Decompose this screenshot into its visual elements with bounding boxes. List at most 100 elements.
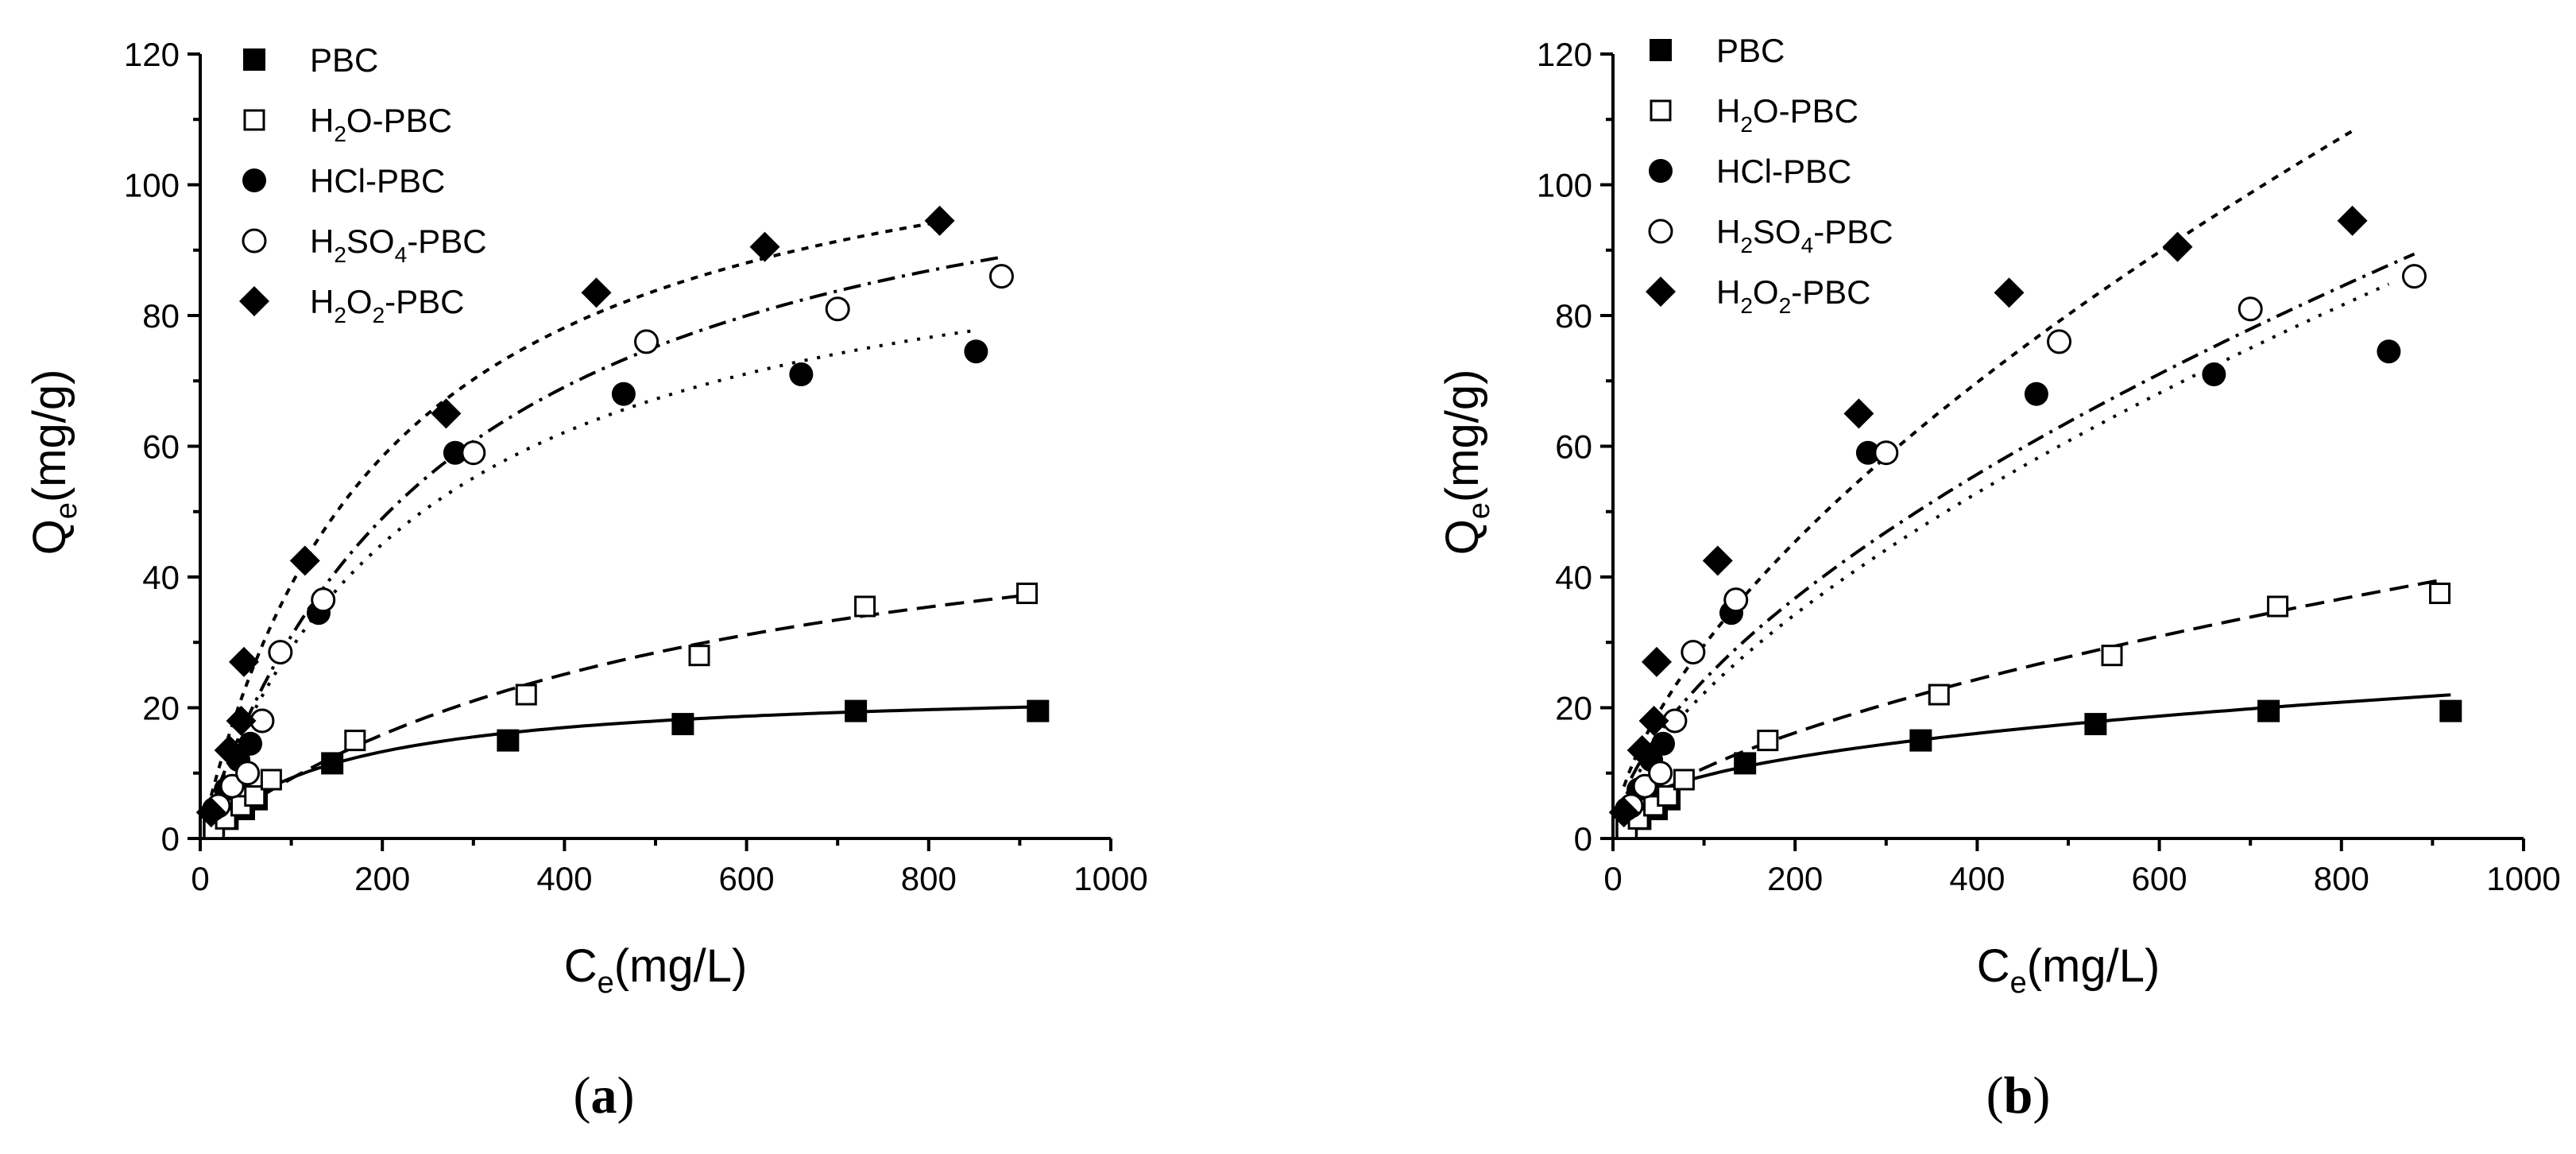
data-point-series-2 xyxy=(515,683,537,706)
y-tick-label: 0 xyxy=(1574,820,1592,858)
legend-marker-5 xyxy=(1646,277,1676,307)
y-tick-label: 0 xyxy=(161,820,180,858)
data-point-series-4 xyxy=(1632,773,1657,799)
legend-label-1: PBC xyxy=(310,41,378,79)
data-point-series-1 xyxy=(1027,699,1050,722)
data-point-series-4 xyxy=(235,761,261,786)
data-point-series-5 xyxy=(229,646,260,677)
y-axis-title: Qe(mg/g) xyxy=(24,370,83,556)
legend-label-1: PBC xyxy=(1716,32,1785,69)
data-point-series-4 xyxy=(988,264,1014,289)
data-point-series-5 xyxy=(1626,734,1657,765)
data-point-series-4 xyxy=(2238,296,2263,322)
data-point-series-3 xyxy=(2024,381,2048,406)
panel-label: (b) xyxy=(1986,1067,2051,1125)
data-point-series-1 xyxy=(2084,713,2107,736)
data-point-series-1 xyxy=(1734,752,1757,775)
x-tick-label: 800 xyxy=(901,860,957,897)
data-point-series-4 xyxy=(1648,761,1673,786)
data-point-series-1 xyxy=(2439,699,2462,722)
x-axis-title: Ce(mg/L) xyxy=(564,940,748,1000)
y-tick-label: 120 xyxy=(124,36,180,73)
data-point-series-2 xyxy=(344,730,366,752)
x-tick-label: 0 xyxy=(191,860,209,897)
data-point-series-1 xyxy=(671,713,694,736)
data-point-series-3 xyxy=(1651,731,1676,756)
x-axis-title: Ce(mg/L) xyxy=(1977,940,2160,1000)
data-point-series-3 xyxy=(789,362,814,387)
data-point-series-4 xyxy=(825,296,850,322)
y-tick-label: 40 xyxy=(142,559,180,596)
data-point-series-2 xyxy=(1673,769,1695,791)
x-tick-label: 200 xyxy=(1767,860,1823,897)
legend-marker-2 xyxy=(1650,99,1672,122)
fit-curve-4 xyxy=(1630,252,2415,780)
x-tick-label: 800 xyxy=(2314,860,2369,897)
y-axis-title: Qe(mg/g) xyxy=(1437,370,1496,556)
data-point-series-5 xyxy=(1608,797,1639,828)
data-point-series-3 xyxy=(2202,362,2226,387)
data-point-series-4 xyxy=(311,587,336,613)
data-point-series-4 xyxy=(634,329,659,354)
legend-label-3: HCl-PBC xyxy=(1716,153,1851,190)
data-point-series-1 xyxy=(1909,729,1932,752)
data-point-series-3 xyxy=(1855,440,1880,465)
data-point-series-5 xyxy=(431,398,462,429)
data-point-series-4 xyxy=(2401,264,2427,289)
data-point-series-4 xyxy=(219,773,245,799)
data-point-series-2 xyxy=(1657,785,1679,807)
y-tick-label: 20 xyxy=(1555,690,1592,727)
data-point-series-4 xyxy=(461,440,486,466)
fit-curve-3 xyxy=(1625,282,2390,796)
legend-marker-5 xyxy=(239,286,269,316)
data-point-series-5 xyxy=(1994,277,2025,308)
panel-label: (a) xyxy=(574,1067,635,1125)
data-point-series-4 xyxy=(1681,640,1706,665)
data-point-series-2 xyxy=(688,645,710,667)
y-tick-label: 60 xyxy=(1555,428,1592,466)
data-point-series-1 xyxy=(2257,699,2280,722)
chart-panel-b: 0 200 400 600 800 1000 0 20 40 60 80 100 120 Ce(mg/L)… xyxy=(1437,32,2561,1125)
x-tick-label: 0 xyxy=(1603,860,1622,897)
legend-label-3: HCl-PBC xyxy=(310,162,445,199)
x-tick-label: 1000 xyxy=(1073,860,1147,897)
legend-marker-1 xyxy=(243,48,265,71)
data-point-series-3 xyxy=(611,381,636,406)
data-point-series-5 xyxy=(214,734,245,765)
data-point-series-2 xyxy=(1757,730,1779,752)
data-point-series-3 xyxy=(238,731,263,756)
data-point-series-1 xyxy=(321,752,344,775)
data-point-series-5 xyxy=(195,797,226,828)
legend-label-4: H2SO4-PBC xyxy=(310,223,487,267)
data-point-series-3 xyxy=(2377,339,2401,364)
x-tick-label: 400 xyxy=(1949,860,2005,897)
legend-marker-3 xyxy=(242,168,266,192)
x-tick-label: 1000 xyxy=(2486,860,2560,897)
legend-marker-1 xyxy=(1650,39,1672,61)
legend-marker-2 xyxy=(243,109,265,131)
data-point-series-4 xyxy=(268,640,293,665)
x-tick-label: 400 xyxy=(536,860,592,897)
y-tick-label: 20 xyxy=(142,690,180,727)
data-point-series-2 xyxy=(2101,645,2123,667)
chart-panel-a: 0 200 400 600 800 1000 0 20 40 60 80 100 120 Ce(mg/L)… xyxy=(24,36,1148,1125)
fit-curve-2 xyxy=(1625,579,2440,817)
fit-curve-4 xyxy=(217,255,1002,788)
data-point-series-2 xyxy=(1928,683,1950,706)
data-point-series-4 xyxy=(2047,329,2072,354)
data-point-series-5 xyxy=(226,705,257,736)
data-point-series-2 xyxy=(2429,583,2451,605)
x-tick-label: 200 xyxy=(354,860,410,897)
data-point-series-3 xyxy=(964,339,988,364)
fit-curve-1 xyxy=(1625,693,2451,809)
y-tick-label: 40 xyxy=(1555,559,1592,596)
data-point-series-1 xyxy=(845,699,868,722)
data-point-series-4 xyxy=(1874,440,1899,466)
data-point-series-5 xyxy=(1638,705,1669,736)
legend-label-5: H2O2-PBC xyxy=(1716,273,1871,318)
legend-label-2: H2O-PBC xyxy=(310,102,452,146)
legend-marker-3 xyxy=(1649,159,1673,183)
data-point-series-5 xyxy=(1642,646,1673,677)
